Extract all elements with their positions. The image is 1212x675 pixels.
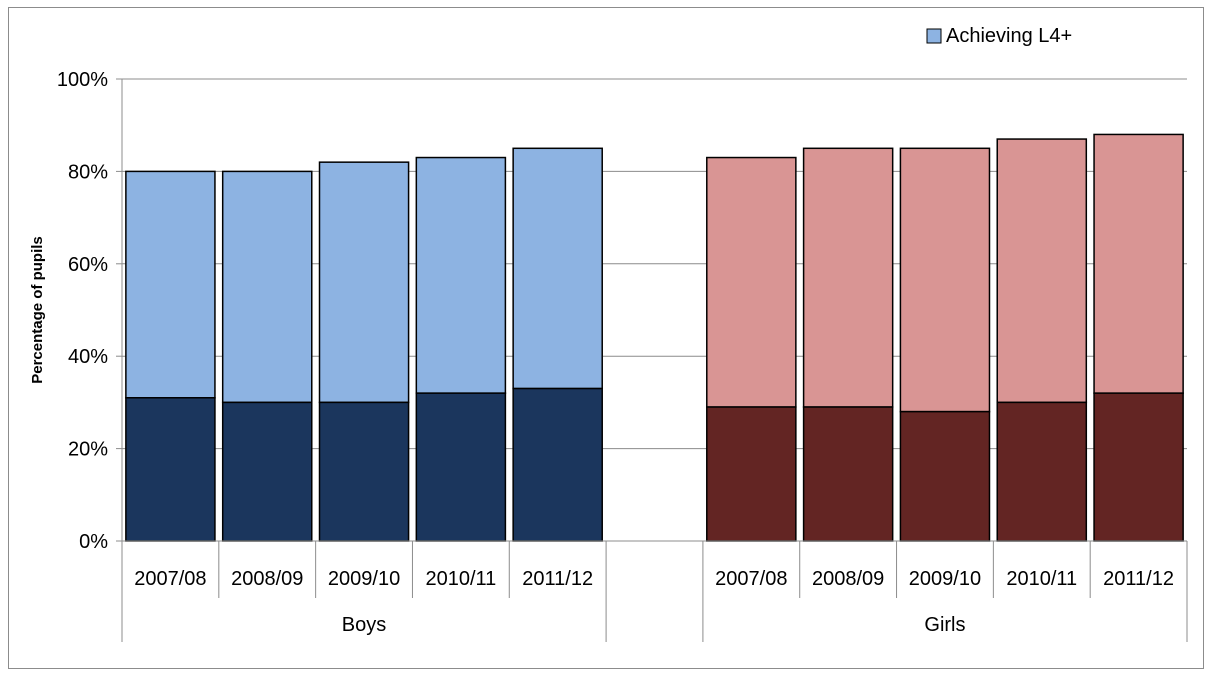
y-tick-label: 100% — [57, 69, 108, 91]
bar-upper-segment — [221, 170, 313, 404]
x-category-label: 2007/08 — [134, 568, 206, 590]
y-tick-label: 40% — [68, 346, 108, 368]
bar-lower-segment — [512, 387, 603, 542]
bar-lower-segment — [125, 397, 216, 542]
x-axis: 2007/08 2008/09 2009/10 2010/11 2011/12 Boys 2… — [121, 79, 1188, 642]
bar-lower-segment — [996, 401, 1088, 542]
x-category-label: 2009/10 — [909, 568, 981, 590]
x-category-label: 2009/10 — [328, 568, 400, 590]
bar-upper-segment — [996, 138, 1088, 404]
bar-upper-segment — [318, 161, 410, 404]
bar-lower-segment — [221, 401, 313, 542]
y-axis-ticks: 0% 20% 40% 60% 80% 100% — [57, 69, 122, 553]
bar-upper-segment — [899, 147, 991, 413]
y-tick-label: 0% — [79, 531, 108, 553]
bar-upper-segment — [125, 170, 216, 399]
legend-swatch — [926, 28, 942, 44]
bar-upper-segment — [802, 147, 894, 408]
legend: Achieving L4+ — [926, 25, 1072, 47]
y-axis-label: Percentage of pupils — [29, 236, 46, 384]
bar-lower-segment — [899, 410, 991, 542]
x-category-label: 2008/09 — [231, 568, 303, 590]
x-category-label: 2010/11 — [1006, 568, 1077, 590]
bar-upper-segment — [415, 156, 507, 394]
x-group-label: Boys — [342, 614, 386, 636]
x-group-label: Girls — [924, 614, 965, 636]
x-category-label: 2010/11 — [425, 568, 496, 590]
x-category-label: 2008/09 — [812, 568, 884, 590]
y-tick-label: 20% — [68, 439, 108, 461]
bar-lower-segment — [415, 392, 507, 542]
x-category-label: 2011/12 — [1103, 568, 1174, 590]
legend-label: Achieving L4+ — [946, 25, 1072, 47]
y-tick-label: 60% — [68, 254, 108, 276]
bars — [125, 133, 1184, 542]
bar-lower-segment — [802, 406, 894, 542]
bar-lower-segment — [318, 401, 410, 542]
bar-upper-segment — [706, 156, 797, 408]
bar-lower-segment — [1093, 392, 1184, 542]
bar-upper-segment — [1093, 133, 1184, 394]
y-tick-label: 80% — [68, 161, 108, 183]
bar-lower-segment — [706, 406, 797, 542]
x-category-label: 2007/08 — [715, 568, 787, 590]
x-category-label: 2011/12 — [522, 568, 593, 590]
bar-upper-segment — [512, 147, 603, 390]
